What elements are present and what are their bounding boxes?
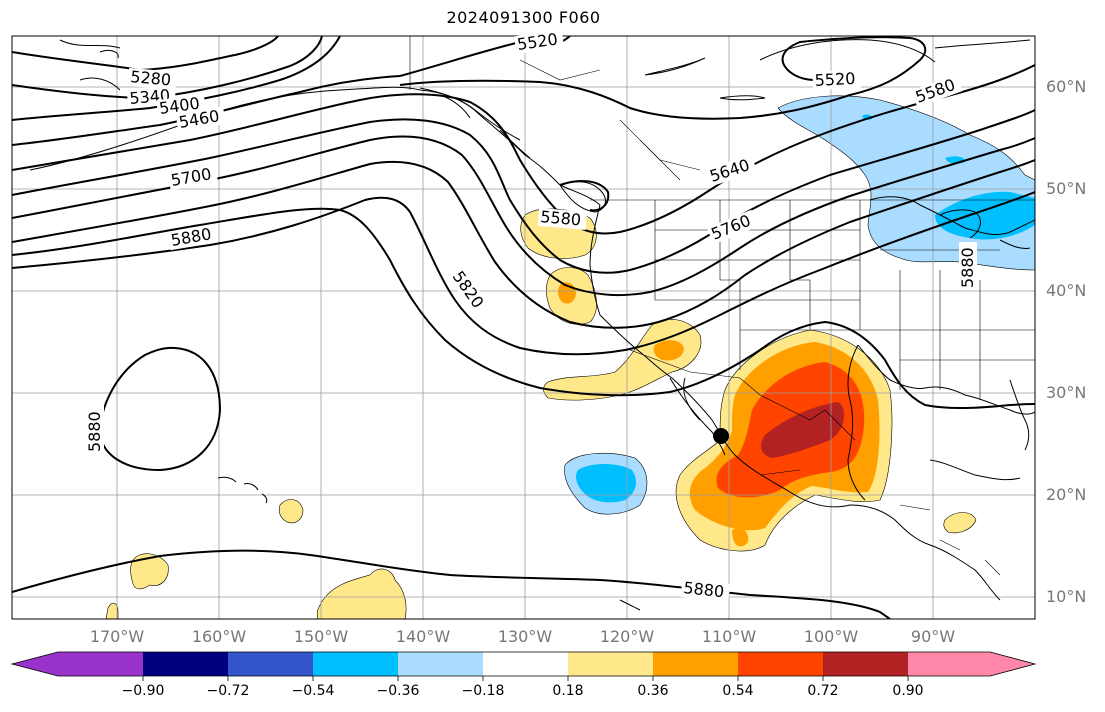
- negative-anomaly-region: [576, 464, 636, 503]
- contour-5520: [399, 41, 521, 77]
- longitude-label: 160°W: [191, 627, 247, 646]
- colorbar-outline: [10, 651, 1037, 677]
- colorbar-tick-label: 0.18: [552, 683, 584, 699]
- latitude-label: 60°N: [1046, 77, 1087, 96]
- contour-label-group: 5280 5340 5400 5460 5520 5520 5580 5580 …: [85, 29, 977, 602]
- longitude-label: 120°W: [599, 627, 655, 646]
- colorbar-tick-label: −0.72: [206, 683, 250, 699]
- positive-anomaly-region: [760, 402, 845, 458]
- positive-anomaly-region: [653, 340, 684, 361]
- longitude-label: 150°W: [293, 627, 349, 646]
- longitude-label: 90°W: [910, 627, 956, 646]
- colorbar-swatch: [12, 652, 58, 676]
- positive-anomaly-region: [316, 568, 407, 619]
- contour-5820: [12, 191, 1035, 356]
- contour-5880-closed: [98, 346, 222, 472]
- colorbar-swatch: [483, 652, 569, 676]
- contour-5760: [12, 159, 1035, 329]
- contour-5880-south: [12, 549, 891, 619]
- colorbar-swatch: [908, 652, 990, 676]
- colorbar-tick-label: 0.54: [722, 683, 754, 699]
- colorbar-tick-label: −0.90: [121, 683, 165, 699]
- contour-5580: [559, 179, 610, 212]
- colorbar-swatch: [143, 652, 229, 676]
- longitude-label: 170°W: [89, 627, 145, 646]
- colorbar-tick-label: 0.90: [892, 683, 924, 699]
- positive-anomaly-region: [943, 512, 977, 534]
- latitude-label: 30°N: [1046, 383, 1087, 402]
- colorbar-tick-label: −0.36: [376, 683, 420, 699]
- colorbar-tick-label: −0.54: [291, 683, 335, 699]
- contour-5640: [12, 109, 1035, 274]
- contour-label: 5880: [683, 578, 725, 601]
- colorbar-swatch: [228, 652, 314, 676]
- colorbar: [10, 651, 1037, 681]
- latitude-label: 10°N: [1046, 587, 1087, 606]
- negative-anomaly-region: [935, 191, 1035, 240]
- longitude-label: 110°W: [701, 627, 757, 646]
- colorbar-swatch: [58, 652, 144, 676]
- colorbar-swatch: [398, 652, 484, 676]
- colorbar-swatch: [823, 652, 909, 676]
- contour-label: 5880: [958, 247, 977, 288]
- storm-center-marker: [713, 428, 729, 444]
- longitude-label: 100°W: [803, 627, 859, 646]
- colorbar-tick-label: 0.36: [637, 683, 669, 699]
- contour-5700: [12, 135, 1035, 297]
- colorbar-swatch: [738, 652, 824, 676]
- latitude-label: 40°N: [1046, 281, 1087, 300]
- map-title: 2024091300 F060: [446, 8, 601, 27]
- colorbar-swatch: [990, 652, 1035, 676]
- contour-5340: [12, 36, 323, 100]
- colorbar-swatch: [568, 652, 654, 676]
- colorbar-swatch: [653, 652, 739, 676]
- contour-label: 5580: [540, 207, 582, 229]
- contour-label: 5880: [85, 411, 104, 452]
- latitude-label: 20°N: [1046, 485, 1087, 504]
- positive-anomaly-region: [278, 499, 304, 524]
- contour-5520: [399, 36, 927, 120]
- positive-anomaly-region: [732, 528, 749, 547]
- longitude-label: 140°W: [395, 627, 451, 646]
- latitude-label: 50°N: [1046, 179, 1087, 198]
- contour-label: 5280: [130, 67, 172, 89]
- colorbar-tick-label: 0.72: [807, 683, 839, 699]
- positive-anomaly-region: [105, 602, 119, 619]
- colorbar-swatch: [313, 652, 399, 676]
- graticule: [12, 36, 1035, 619]
- colorbar-tick-label: −0.18: [461, 683, 505, 699]
- contour-5880: [12, 207, 1035, 410]
- longitude-label: 130°W: [497, 627, 553, 646]
- contour-label: 5520: [814, 69, 856, 90]
- contour-5280: [12, 36, 279, 72]
